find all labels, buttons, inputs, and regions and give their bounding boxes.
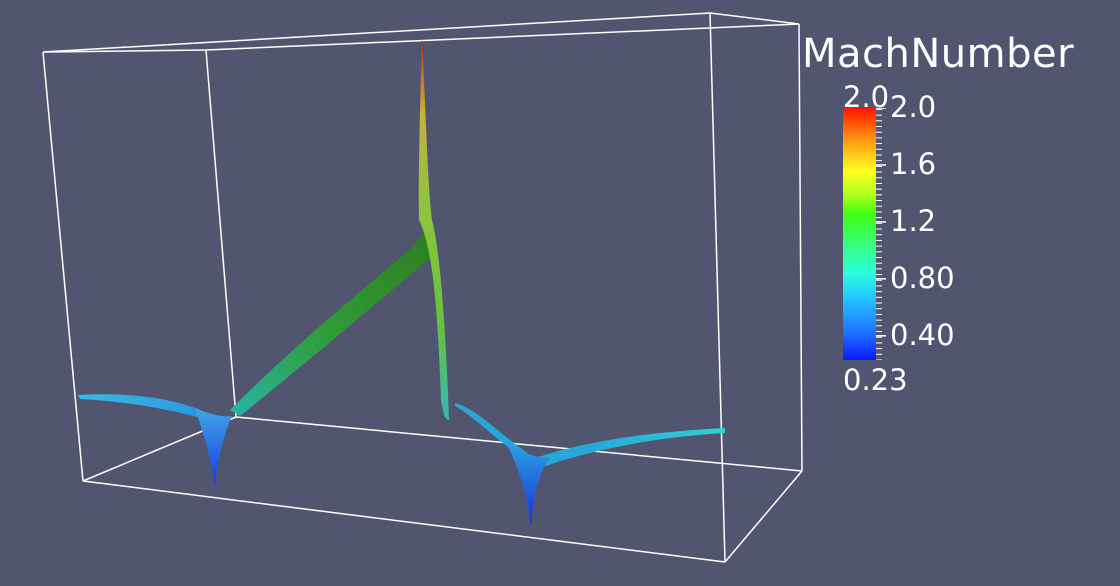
colorbar-tick-label: 1.2 <box>890 203 937 238</box>
colorbar-tick-label: 0.40 <box>890 317 955 352</box>
colorbar-tick-label: 1.6 <box>890 146 937 181</box>
colorbar-gradient <box>843 108 876 360</box>
colorbar-ticks <box>876 108 886 360</box>
colorbar-range-min: 0.23 <box>843 363 908 397</box>
colorbar-title: MachNumber <box>802 31 1075 77</box>
colorbar-tick-label: 0.80 <box>890 260 955 295</box>
mach-surface <box>78 35 725 527</box>
colorbar-tick-label: 2.0 <box>890 90 937 124</box>
outline-box <box>42 12 803 563</box>
colorbar-range-max: 2.0 <box>843 80 890 114</box>
